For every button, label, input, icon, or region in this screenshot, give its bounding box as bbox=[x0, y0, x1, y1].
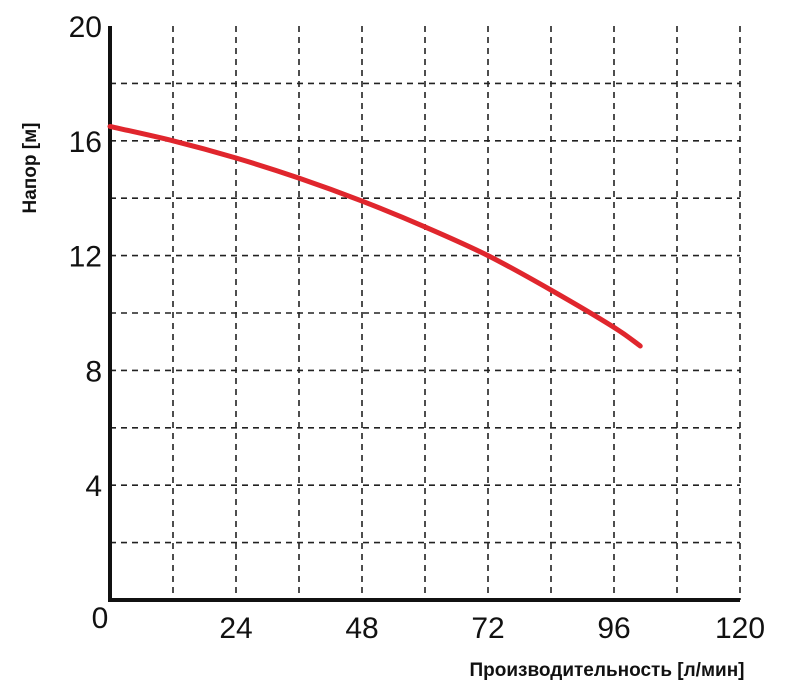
x-tick-label: 0 bbox=[92, 602, 109, 635]
x-tick-label: 96 bbox=[597, 612, 630, 645]
x-tick-label: 24 bbox=[219, 612, 252, 645]
x-tick-label: 120 bbox=[715, 612, 765, 645]
grid bbox=[110, 26, 741, 600]
y-tick-label: 20 bbox=[69, 11, 102, 44]
series-line bbox=[107, 123, 643, 349]
y-tick-labels: 4 8 12 16 20 bbox=[69, 11, 102, 503]
x-tick-label: 72 bbox=[471, 612, 504, 645]
y-tick-label: 8 bbox=[85, 355, 102, 388]
x-axis-label: Производительность [л/мин] bbox=[469, 660, 744, 681]
x-tick-label: 48 bbox=[345, 612, 378, 645]
y-axis-label: Напор [м] bbox=[20, 123, 41, 214]
axes bbox=[108, 26, 740, 602]
y-tick-label: 12 bbox=[69, 241, 102, 274]
y-tick-label: 16 bbox=[69, 126, 102, 159]
y-tick-label: 4 bbox=[85, 470, 102, 503]
x-tick-labels: 0 24 48 72 96 120 bbox=[92, 602, 765, 645]
series bbox=[107, 123, 643, 349]
